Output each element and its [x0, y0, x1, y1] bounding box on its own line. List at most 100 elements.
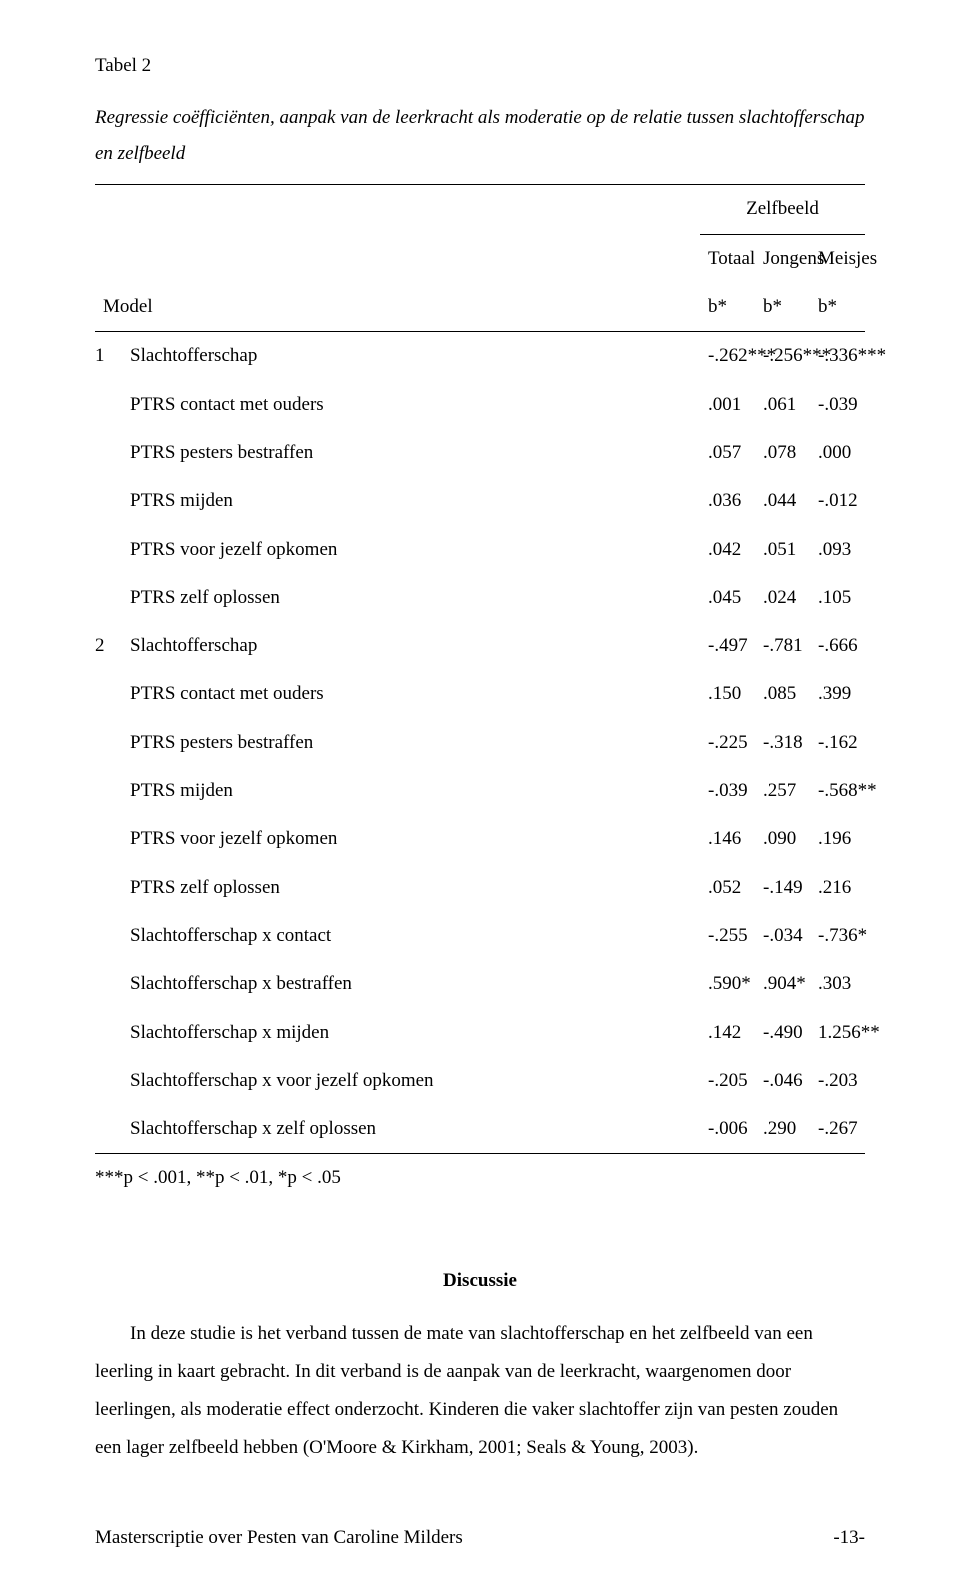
col-header-meisjes: Meisjes [810, 234, 865, 283]
discussion-body: In deze studie is het verband tussen de … [95, 1315, 865, 1467]
cell-value: .001 [700, 381, 755, 429]
table-row: PTRS mijden.036.044-.012 [95, 477, 865, 525]
cell-value: .090 [755, 815, 810, 863]
page-footer: Masterscriptie over Pesten van Caroline … [95, 1522, 865, 1554]
cell-value: .146 [700, 815, 755, 863]
cell-value: -.781 [755, 622, 810, 670]
cell-value: -.162 [810, 719, 865, 767]
cell-value: -.039 [810, 381, 865, 429]
cell-value: .904* [755, 960, 810, 1008]
row-variable: PTRS contact met ouders [95, 381, 700, 429]
cell-value: -.267 [810, 1105, 865, 1154]
cell-value: -.205 [700, 1057, 755, 1105]
cell-value: .057 [700, 429, 755, 477]
cell-value: -.736* [810, 912, 865, 960]
row-variable: PTRS mijden [95, 477, 700, 525]
table-row: Slachtofferschap x mijden.142-.4901.256*… [95, 1009, 865, 1057]
cell-value: .216 [810, 864, 865, 912]
discussion-body-text: In deze studie is het verband tussen de … [95, 1323, 838, 1458]
col-header-totaal: Totaal [700, 234, 755, 283]
table-row: PTRS mijden-.039.257-.568** [95, 767, 865, 815]
cell-value: -.336*** [810, 332, 865, 381]
cell-value: -.225 [700, 719, 755, 767]
cell-value: .093 [810, 526, 865, 574]
table-row: PTRS voor jezelf opkomen.146.090.196 [95, 815, 865, 863]
b-label-1: b* [700, 283, 755, 332]
table-row: 2Slachtofferschap-.497-.781-.666 [95, 622, 865, 670]
discussion-heading: Discussie [95, 1265, 865, 1297]
row-variable: PTRS pesters bestraffen [95, 429, 700, 477]
table-row: PTRS voor jezelf opkomen.042.051.093 [95, 526, 865, 574]
model-label: Model [95, 283, 700, 332]
table-row: PTRS pesters bestraffen.057.078.000 [95, 429, 865, 477]
cell-value: -.012 [810, 477, 865, 525]
cell-value: .105 [810, 574, 865, 622]
row-variable: PTRS voor jezelf opkomen [95, 526, 700, 574]
cell-value: .085 [755, 670, 810, 718]
row-variable: Slachtofferschap x voor jezelf opkomen [95, 1057, 700, 1105]
row-variable: Slachtofferschap x contact [95, 912, 700, 960]
row-variable: 1Slachtofferschap [95, 332, 700, 381]
spanning-header: Zelfbeeld [700, 185, 865, 234]
cell-value: .042 [700, 526, 755, 574]
row-variable: PTRS voor jezelf opkomen [95, 815, 700, 863]
cell-value: -.046 [755, 1057, 810, 1105]
cell-value: -.666 [810, 622, 865, 670]
cell-value: -.262*** [700, 332, 755, 381]
cell-value: .024 [755, 574, 810, 622]
cell-value: .303 [810, 960, 865, 1008]
cell-value: .044 [755, 477, 810, 525]
table-row: PTRS pesters bestraffen-.225-.318-.162 [95, 719, 865, 767]
col-header-jongens: Jongens [755, 234, 810, 283]
row-variable: PTRS contact met ouders [95, 670, 700, 718]
footer-right: -13- [833, 1522, 865, 1554]
table-label: Tabel 2 [95, 50, 865, 82]
table-row: PTRS contact met ouders.001.061-.039 [95, 381, 865, 429]
footer-left: Masterscriptie over Pesten van Caroline … [95, 1522, 463, 1554]
row-variable: PTRS mijden [95, 767, 700, 815]
cell-value: -.006 [700, 1105, 755, 1154]
cell-value: .257 [755, 767, 810, 815]
row-variable: PTRS zelf oplossen [95, 864, 700, 912]
cell-value: -.039 [700, 767, 755, 815]
table-note: ***p < .001, **p < .01, *p < .05 [95, 1162, 865, 1194]
cell-value: -.568** [810, 767, 865, 815]
cell-value: .196 [810, 815, 865, 863]
cell-value: 1.256** [810, 1009, 865, 1057]
row-variable: PTRS pesters bestraffen [95, 719, 700, 767]
cell-value: -.255 [700, 912, 755, 960]
cell-value: .078 [755, 429, 810, 477]
table-row: Slachtofferschap x voor jezelf opkomen-.… [95, 1057, 865, 1105]
cell-value: .142 [700, 1009, 755, 1057]
b-label-2: b* [755, 283, 810, 332]
cell-value: .399 [810, 670, 865, 718]
row-variable: Slachtofferschap x zelf oplossen [95, 1105, 700, 1154]
table-row: Slachtofferschap x bestraffen.590*.904*.… [95, 960, 865, 1008]
table-row: PTRS contact met ouders.150.085.399 [95, 670, 865, 718]
cell-value: -.497 [700, 622, 755, 670]
row-variable: Slachtofferschap x bestraffen [95, 960, 700, 1008]
cell-value: -.203 [810, 1057, 865, 1105]
cell-value: .290 [755, 1105, 810, 1154]
row-variable: Slachtofferschap x mijden [95, 1009, 700, 1057]
cell-value: -.256*** [755, 332, 810, 381]
table-row: Slachtofferschap x contact-.255-.034-.73… [95, 912, 865, 960]
row-variable: 2Slachtofferschap [95, 622, 700, 670]
table-row: PTRS zelf oplossen.052-.149.216 [95, 864, 865, 912]
cell-value: -.149 [755, 864, 810, 912]
table-title: Regressie coëfficiënten, aanpak van de l… [95, 100, 865, 172]
cell-value: .000 [810, 429, 865, 477]
cell-value: -.318 [755, 719, 810, 767]
row-variable: PTRS zelf oplossen [95, 574, 700, 622]
cell-value: .051 [755, 526, 810, 574]
cell-value: .150 [700, 670, 755, 718]
cell-value: .061 [755, 381, 810, 429]
cell-value: .590* [700, 960, 755, 1008]
cell-value: .045 [700, 574, 755, 622]
cell-value: .052 [700, 864, 755, 912]
table-row: Slachtofferschap x zelf oplossen-.006.29… [95, 1105, 865, 1154]
cell-value: -.034 [755, 912, 810, 960]
cell-value: .036 [700, 477, 755, 525]
regression-table: Zelfbeeld Totaal Jongens Meisjes Model b… [95, 184, 865, 1154]
table-row: PTRS zelf oplossen.045.024.105 [95, 574, 865, 622]
